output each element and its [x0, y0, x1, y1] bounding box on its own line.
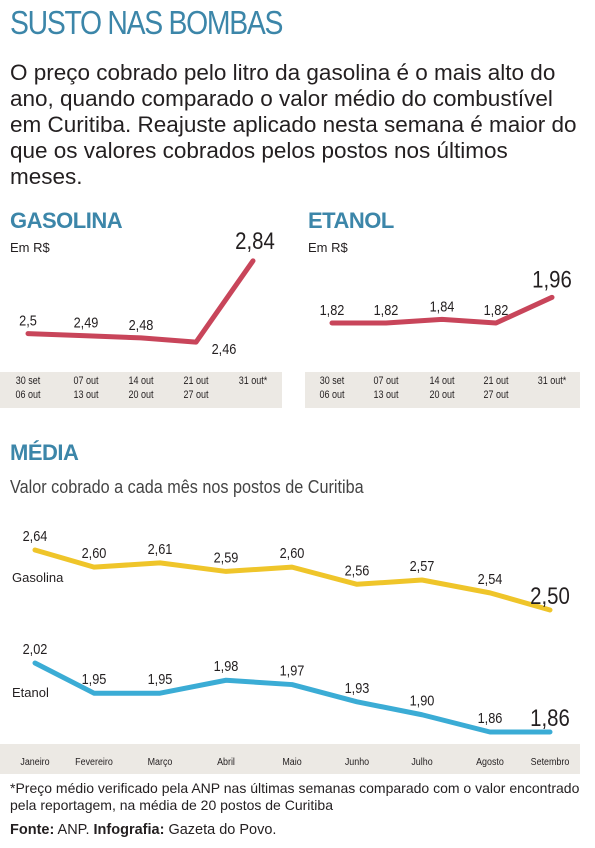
gasolina-weekly-chart: 2,5 2,49 2,48 2,46 2,84 30 set 06 out 07 out 13 …: [15, 227, 275, 401]
etanol-data-label: 1,82: [374, 301, 399, 318]
source-credit: Fonte: ANP. Infografia: Gazeta do Povo.: [10, 822, 276, 838]
etanol-tick-label: 30 set: [320, 375, 345, 387]
gasolina-media-data-label: 2,60: [82, 544, 107, 561]
gasolina-tick-label: 30 set: [16, 375, 41, 387]
etanol-data-label: 1,96: [532, 266, 572, 293]
etanol-tick-label: 21 out: [483, 375, 508, 387]
gasolina-media-line: [32, 547, 553, 613]
gasolina-tick-label: 14 out: [128, 375, 153, 387]
gasolina-media-data-label: 2,61: [148, 540, 173, 557]
month-tick-label: Setembro: [531, 756, 570, 768]
etanol-data-label: 1,82: [320, 301, 345, 318]
gasolina-data-label: 2,49: [74, 314, 99, 331]
etanol-data-label: 1,82: [484, 301, 509, 318]
gasolina-media-data-label: 2,60: [280, 544, 305, 561]
etanol-media-data-label: 2,02: [23, 640, 48, 657]
etanol-tick-label: 31 out*: [538, 375, 567, 387]
month-tick-label: Junho: [345, 756, 369, 768]
etanol-chart-title: ETANOL: [308, 208, 394, 233]
intro-text: O preço cobrado pelo litro da gasolina é…: [10, 60, 577, 189]
gasolina-tick-label: 20 out: [128, 389, 153, 401]
etanol-tick-label: 07 out: [373, 375, 398, 387]
month-tick-label: Abril: [217, 756, 235, 768]
month-tick-label: Julho: [411, 756, 432, 768]
source-value: ANP.: [54, 822, 94, 838]
footnote: *Preço médio verificado pela ANP nas últ…: [10, 780, 580, 813]
etanol-media-line: [32, 660, 553, 735]
gasolina-media-data-label: 2,54: [478, 570, 503, 587]
media-axis-band: [0, 744, 580, 774]
gasolina-data-label: 2,46: [212, 340, 237, 357]
gasolina-tick-label: 21 out: [183, 375, 208, 387]
gasolina-media-data-label: 2,64: [23, 527, 48, 544]
etanol-media-data-label: 1,86: [530, 704, 570, 731]
month-tick-label: Maio: [282, 756, 301, 768]
gasolina-media-data-label: 2,56: [345, 561, 370, 578]
source-label: Fonte:: [10, 822, 55, 838]
etanol-series-line: [329, 294, 555, 326]
etanol-tick-label: 14 out: [429, 375, 454, 387]
gasolina-data-label: 2,5: [19, 312, 37, 329]
etanol-media-data-label: 1,97: [280, 662, 305, 679]
media-chart-subtitle: Valor cobrado a cada mês nos postos de C…: [10, 477, 364, 497]
page-title: SUSTO NAS BOMBAS: [10, 4, 283, 41]
gasolina-series-line: [25, 258, 256, 345]
gasolina-tick-label: 06 out: [15, 389, 40, 401]
media-chart-title: MÉDIA: [10, 440, 79, 465]
etanol-media-data-label: 1,90: [410, 692, 435, 709]
etanol-media-data-label: 1,95: [148, 670, 173, 687]
gasolina-chart-title: GASOLINA: [10, 208, 123, 233]
etanol-tick-label: 27 out: [483, 389, 508, 401]
etanol-tick-label: 06 out: [319, 389, 344, 401]
gasolina-series-name: Gasolina: [12, 570, 64, 585]
month-tick-label: Agosto: [476, 756, 504, 768]
etanol-series-name: Etanol: [12, 685, 49, 700]
etanol-media-data-label: 1,95: [82, 670, 107, 687]
infographic-value: Gazeta do Povo.: [164, 822, 277, 838]
gasolina-tick-label: 27 out: [183, 389, 208, 401]
etanol-data-label: 1,84: [430, 297, 455, 314]
etanol-axis-band: [305, 372, 580, 408]
gasolina-data-label: 2,48: [129, 316, 154, 333]
etanol-weekly-chart: 1,82 1,82 1,84 1,82 1,96 30 set 06 out 07 out 13…: [319, 266, 572, 401]
gasolina-tick-label: 07 out: [73, 375, 98, 387]
etanol-media-data-label: 1,86: [478, 709, 503, 726]
etanol-chart-unit: Em R$: [308, 240, 348, 255]
gasolina-axis-band: [0, 372, 282, 408]
month-tick-label: Fevereiro: [75, 756, 113, 768]
gasolina-media-data-label: 2,59: [214, 548, 239, 565]
etanol-media-data-label: 1,93: [345, 679, 370, 696]
gasolina-tick-label: 31 out*: [239, 375, 268, 387]
gasolina-tick-label: 13 out: [73, 389, 98, 401]
gasolina-media-data-label: 2,57: [410, 557, 435, 574]
gasolina-chart-unit: Em R$: [10, 240, 50, 255]
infographic-label: Infografia:: [93, 822, 165, 838]
etanol-tick-label: 20 out: [429, 389, 454, 401]
gasolina-data-label: 2,84: [235, 227, 275, 254]
month-tick-label: Janeiro: [20, 756, 49, 768]
etanol-media-data-label: 1,98: [214, 657, 239, 674]
month-tick-label: Março: [148, 756, 173, 768]
etanol-tick-label: 13 out: [373, 389, 398, 401]
gasolina-media-data-label: 2,50: [530, 582, 570, 609]
media-monthly-chart: 2,64 2,60 2,61 2,59 2,60 2,56 2,57 2,54 2,50 Gaso…: [12, 527, 570, 768]
